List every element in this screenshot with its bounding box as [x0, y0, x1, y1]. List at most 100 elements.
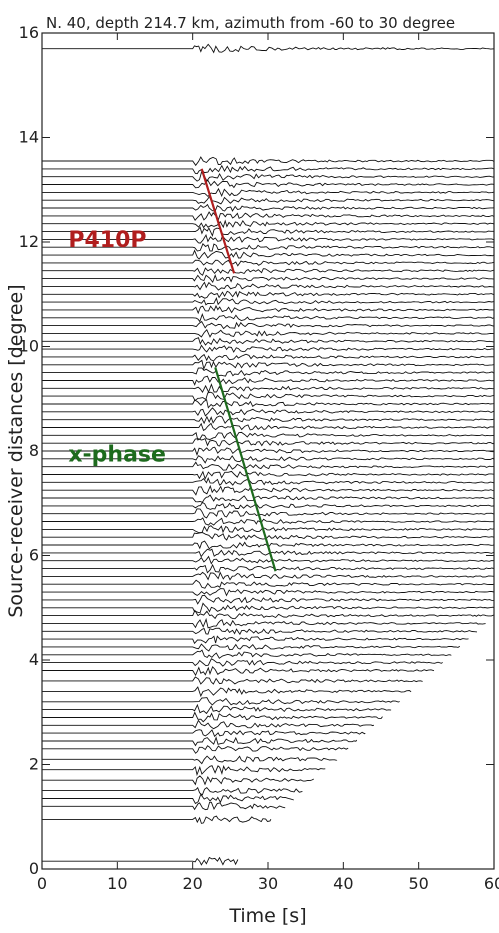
- seismogram-trace: [42, 211, 495, 221]
- x-tick-label: 60: [484, 874, 499, 893]
- chart-title: N. 40, depth 214.7 km, azimuth from -60 …: [46, 14, 455, 32]
- seismogram-trace: [42, 719, 375, 730]
- seismogram-trace: [42, 259, 495, 267]
- y-tick-label: 2: [29, 755, 39, 774]
- seismogram-trace: [42, 801, 286, 811]
- seismogram-trace: [42, 856, 239, 866]
- seismogram-trace: [42, 736, 358, 747]
- seismogram-trace: [42, 508, 495, 519]
- seismogram-trace: [42, 609, 495, 620]
- seismogram-trace: [42, 703, 392, 715]
- seismogram-trace: [42, 532, 495, 541]
- seismogram-trace: [42, 579, 495, 589]
- y-tick-label: 0: [29, 859, 39, 878]
- seismogram-trace: [42, 337, 495, 346]
- phase-pick-line: [200, 168, 236, 274]
- seismogram-trace: [42, 476, 495, 486]
- seismogram-trace: [42, 219, 495, 229]
- seismogram-trace: [42, 203, 495, 212]
- seismogram-trace: [42, 195, 495, 205]
- seismogram-trace: [42, 617, 486, 629]
- seismogram-trace: [42, 344, 495, 353]
- seismogram-trace: [42, 484, 495, 496]
- seismogram-trace: [42, 437, 495, 447]
- seismogram-trace: [42, 676, 423, 685]
- seismogram-trace: [42, 273, 495, 284]
- seismogram-trace: [42, 179, 495, 189]
- seismogram-trace: [42, 455, 495, 464]
- seismogram-trace: [42, 242, 495, 252]
- seismogram-trace: [42, 156, 495, 167]
- x-axis-ticks: 0 10 20 30 40 50 60: [37, 33, 499, 893]
- seismogram-trace: [42, 755, 338, 765]
- y-tick-label: 8: [29, 441, 39, 460]
- seismogram-trace: [42, 571, 495, 581]
- seismogram-trace: [42, 329, 495, 338]
- seismogram-trace: [42, 367, 495, 377]
- seismogram-trace: [42, 249, 495, 260]
- seismogram-trace: [42, 470, 494, 481]
- seismogram-trace: [42, 494, 495, 503]
- seismogram-trace: [42, 602, 495, 614]
- seismogram-trace: [42, 517, 494, 526]
- seismogram-trace: [42, 775, 315, 786]
- seismogram-trace: [42, 729, 366, 738]
- seismogram-trace: [42, 540, 495, 550]
- seismogram-trace: [42, 815, 272, 824]
- seismogram-trace: [42, 745, 349, 754]
- seismogram-trace: [42, 765, 326, 777]
- seismogram-trace: [42, 786, 303, 796]
- seismogram-trace: [42, 793, 294, 805]
- seismogram-trace: [42, 407, 495, 417]
- x-tick-label: 40: [333, 874, 353, 893]
- y-tick-label: 4: [29, 650, 39, 669]
- seismogram-trace: [42, 525, 495, 534]
- seismogram-trace: [42, 649, 452, 659]
- seismogram-trace: [42, 665, 435, 677]
- seismogram-trace: [42, 588, 495, 597]
- x-tick-label: 10: [107, 874, 127, 893]
- traces-group: [42, 43, 495, 866]
- x-axis-label: Time [s]: [228, 905, 306, 927]
- seismogram-trace: [42, 281, 494, 291]
- seismogram-trace: [42, 290, 495, 299]
- y-tick-label: 10: [19, 337, 39, 356]
- seismogram-trace: [42, 320, 495, 330]
- seismogram-trace: [42, 697, 400, 706]
- seismogram-trace: [42, 461, 495, 471]
- seismogram-trace: [42, 399, 495, 409]
- seismogram-trace: [42, 548, 495, 558]
- seismogram-trace: [42, 415, 495, 425]
- x-tick-label: 50: [408, 874, 428, 893]
- seismogram-trace: [42, 563, 495, 574]
- seismogram-trace: [42, 187, 495, 198]
- seismogram-trace: [42, 267, 495, 276]
- x-tick-label: 0: [37, 874, 47, 893]
- seismogram-trace: [42, 555, 495, 565]
- seismogram-trace: [42, 304, 495, 315]
- phase-labels-group: P410P x-phase: [68, 228, 166, 467]
- seismogram-trace: [42, 171, 495, 182]
- seismogram-trace: [42, 353, 495, 362]
- x-tick-label: 30: [258, 874, 278, 893]
- seismogram-trace: [42, 312, 495, 323]
- seismogram-trace: [42, 431, 495, 441]
- y-tick-label: 6: [29, 546, 39, 565]
- y-tick-label: 16: [19, 23, 39, 42]
- seismogram-trace: [42, 686, 412, 698]
- seismogram-trace: [42, 422, 495, 432]
- seismogram-trace: [42, 391, 495, 402]
- seismogram-trace: [42, 234, 495, 244]
- seismogram-trace: [42, 635, 469, 645]
- phase-pick-lines: [200, 168, 277, 572]
- seismogram-trace: [42, 375, 495, 386]
- seismogram-trace: [42, 711, 383, 723]
- phase-label: P410P: [68, 228, 146, 253]
- y-axis-ticks: 0 2 4 6 8 10 12 14 16: [19, 23, 494, 878]
- seismogram-trace: [42, 226, 495, 238]
- y-tick-label: 12: [19, 232, 39, 251]
- seismogram-trace: [42, 164, 495, 175]
- seismogram-trace: [42, 627, 478, 636]
- seismogram-trace: [42, 643, 461, 652]
